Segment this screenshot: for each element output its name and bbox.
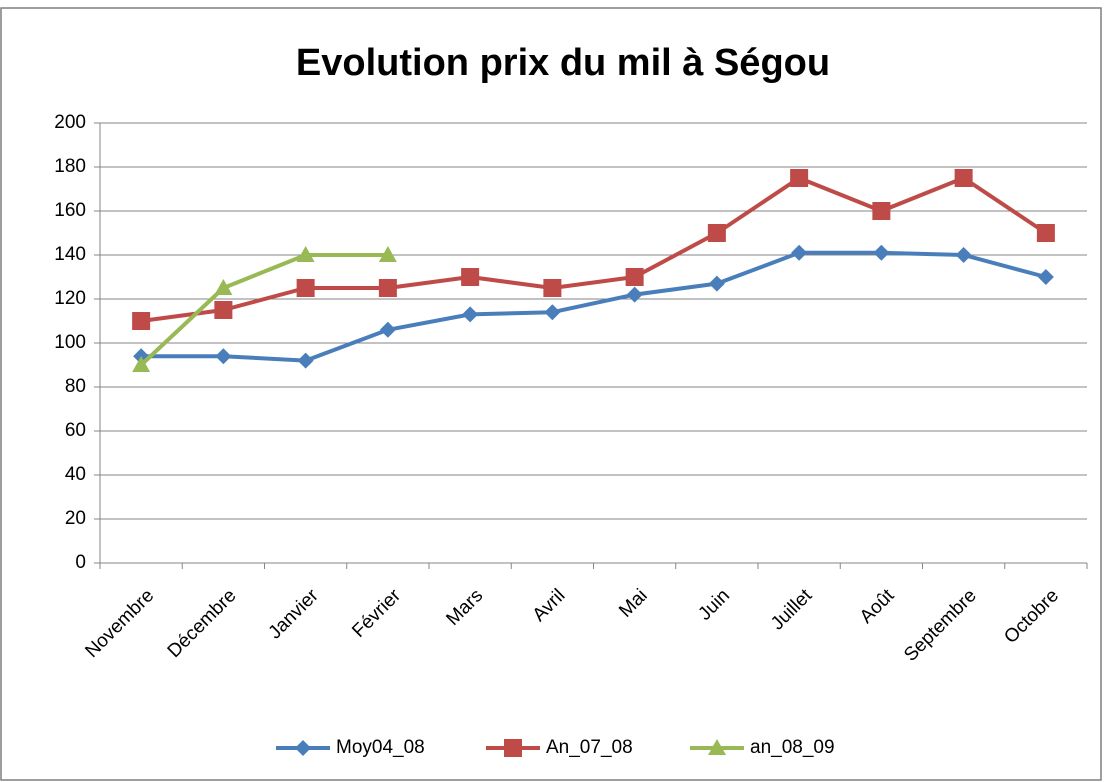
- marker: [296, 246, 315, 262]
- legend-label: An_07_08: [546, 737, 633, 758]
- marker: [873, 244, 890, 261]
- marker: [954, 169, 973, 187]
- marker: [626, 286, 643, 303]
- y-tick-label: 120: [54, 288, 86, 309]
- marker: [297, 352, 314, 369]
- y-tick-label: 180: [54, 156, 86, 177]
- marker: [543, 279, 562, 297]
- chart-title: Evolution prix du mil à Ségou: [296, 42, 830, 84]
- marker: [462, 306, 479, 323]
- legend-item: an_08_09: [690, 737, 835, 758]
- marker: [544, 304, 561, 321]
- marker: [295, 740, 311, 756]
- marker: [625, 268, 644, 286]
- marker: [215, 348, 232, 365]
- marker: [378, 279, 397, 297]
- y-tick-label: 0: [75, 552, 86, 573]
- marker: [1037, 269, 1054, 285]
- marker: [132, 356, 151, 372]
- chart-frame: [0, 7, 1102, 781]
- legend-item: An_07_08: [486, 737, 633, 758]
- y-tick-label: 80: [65, 376, 86, 397]
- marker: [872, 202, 891, 220]
- y-tick-label: 100: [54, 332, 86, 353]
- marker: [707, 224, 726, 242]
- marker: [791, 244, 808, 261]
- marker: [214, 279, 233, 295]
- marker: [378, 246, 397, 262]
- legend-item: Moy04_08: [276, 737, 425, 758]
- marker: [214, 301, 233, 319]
- y-tick-label: 200: [54, 112, 86, 133]
- legend-label: an_08_09: [750, 737, 835, 758]
- y-tick-label: 160: [54, 200, 86, 221]
- marker: [379, 321, 396, 338]
- marker: [955, 247, 972, 263]
- marker: [708, 739, 726, 755]
- marker: [296, 279, 315, 297]
- marker: [504, 739, 522, 757]
- y-tick-label: 140: [54, 244, 86, 265]
- marker: [790, 169, 809, 187]
- marker: [708, 275, 725, 292]
- series-line: [140, 176, 1047, 323]
- y-tick-label: 60: [65, 420, 86, 441]
- marker: [461, 268, 480, 286]
- marker: [1036, 224, 1055, 242]
- marker: [132, 312, 151, 330]
- series-line: [139, 253, 388, 367]
- legend-label: Moy04_08: [336, 737, 425, 758]
- y-tick-label: 40: [65, 464, 86, 485]
- series-line: [141, 250, 1047, 363]
- y-tick-label: 20: [65, 508, 86, 529]
